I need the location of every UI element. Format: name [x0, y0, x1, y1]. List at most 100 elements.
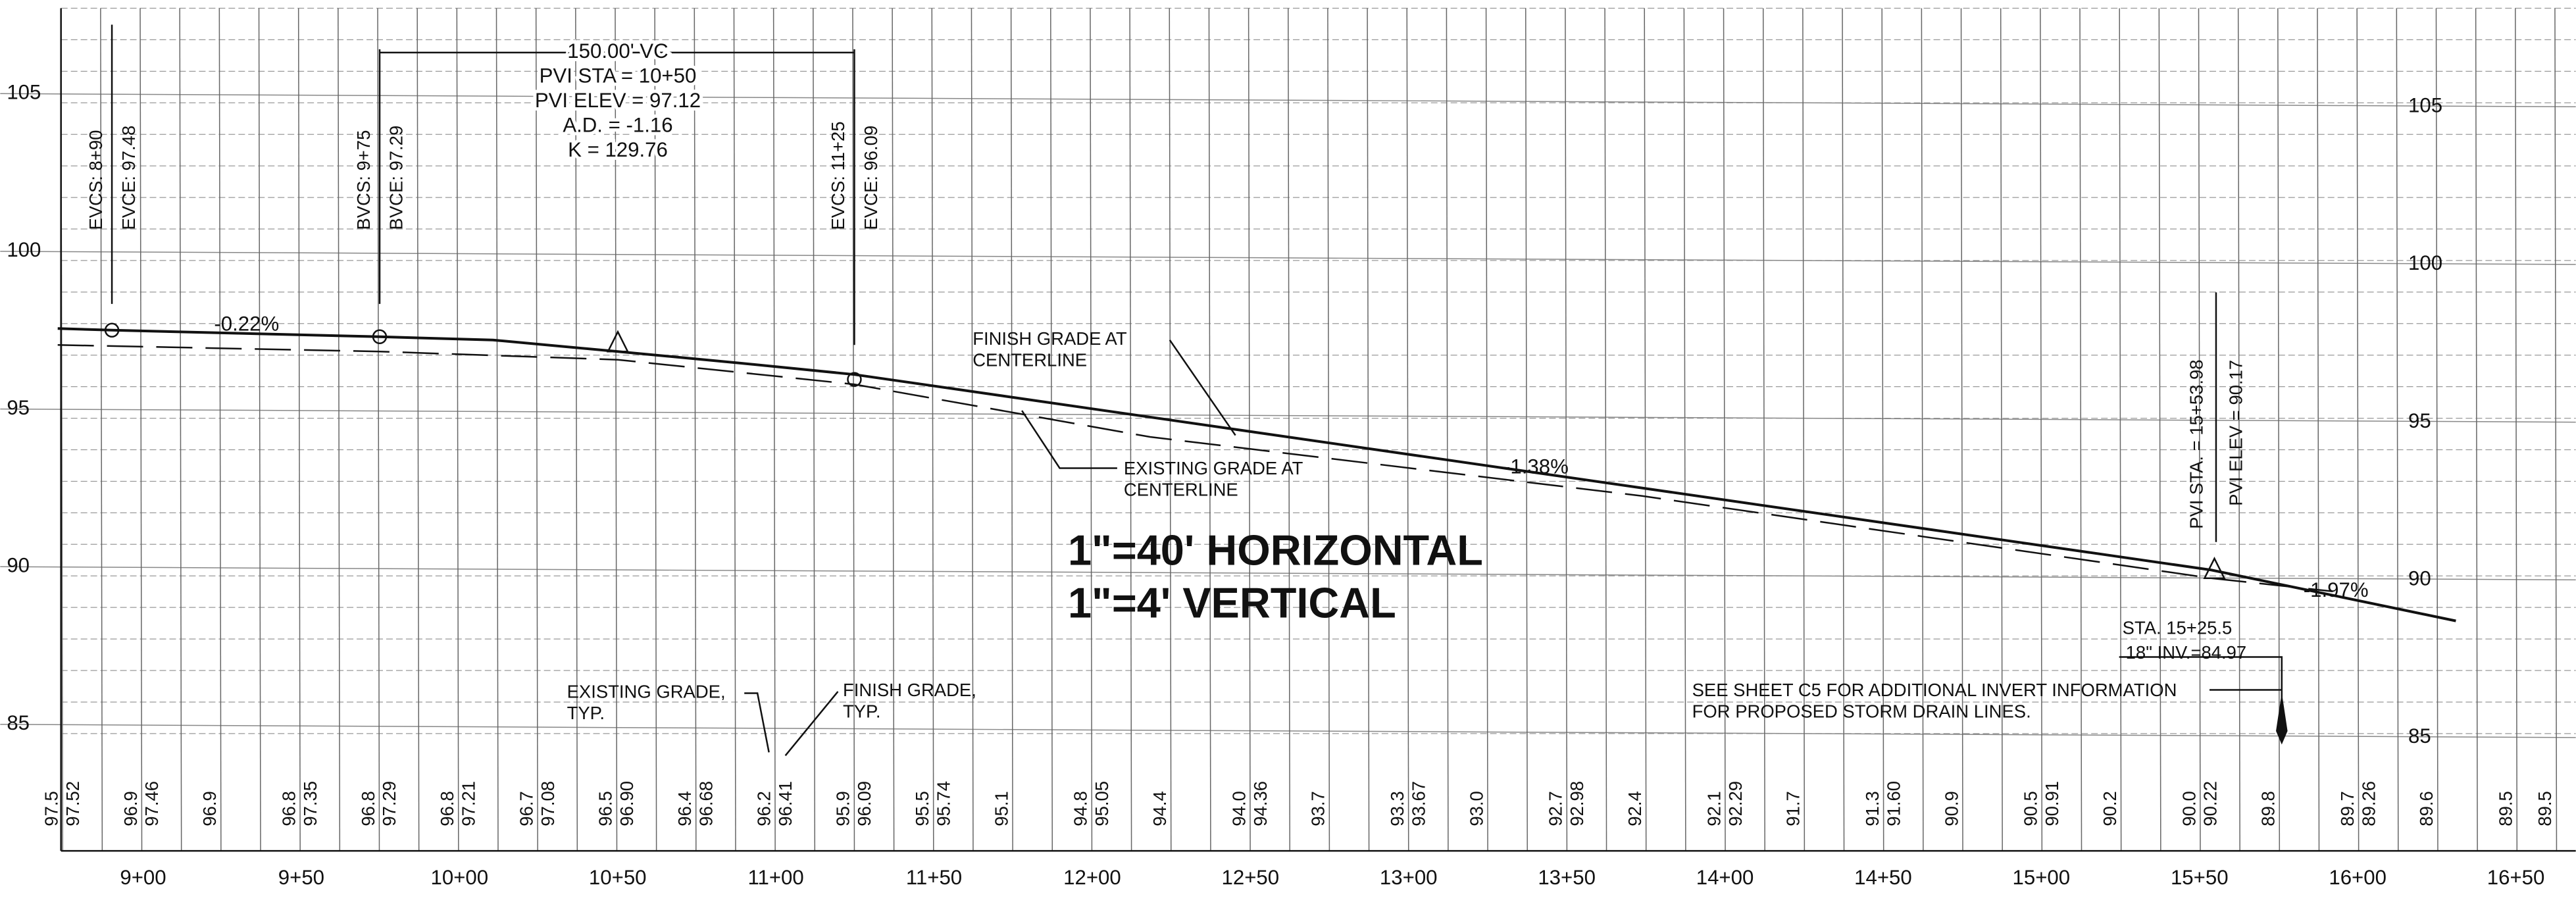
elevation-label: 93.0: [1466, 791, 1486, 826]
evc-marker: [847, 372, 862, 387]
elevation-label: 91.7: [1783, 791, 1804, 826]
elevation-label: 95.9: [833, 791, 853, 826]
elevation-label: 97.52: [63, 781, 83, 826]
bvc-marker: [372, 329, 388, 344]
elevation-label: 93.3: [1387, 791, 1407, 826]
elevation-label: 91.60: [1883, 781, 1904, 826]
elevation-label: 90.9: [1941, 791, 1961, 826]
station-label: 10+50: [589, 866, 647, 889]
station-label: 14+00: [1696, 866, 1754, 889]
curve-station: EVCS: 11+25: [828, 121, 848, 230]
structure-label: 18" INV.=84.97: [2126, 642, 2247, 663]
grid-line: [0, 566, 2576, 580]
elevation-label: 94.0: [1228, 791, 1249, 826]
grid-line: [495, 8, 499, 851]
curve-station: EVCS: 8+90: [86, 130, 106, 230]
elevation-label: 92.4: [1625, 791, 1645, 826]
grid-line: [1802, 8, 1806, 851]
scale-note: 1"=4' VERTICAL: [1068, 578, 1396, 626]
grid-line: [1604, 8, 1607, 851]
right-axis-label: 95: [2408, 409, 2431, 432]
curve-data: PVI ELEV = 97.12: [535, 89, 701, 112]
elevation-label: 96.9: [120, 791, 141, 826]
grid-line: [2396, 8, 2399, 851]
grid-line: [377, 8, 380, 851]
elevation-label: 95.74: [934, 781, 954, 826]
elevation-label: 97.21: [459, 781, 479, 826]
elevation-label: 95.05: [1092, 781, 1112, 826]
elevation-label: 94.4: [1149, 791, 1170, 826]
grid-line: [2435, 8, 2438, 851]
elevation-label: 96.8: [437, 791, 457, 826]
pvi-marker: [606, 330, 629, 353]
pvi-marker: [2203, 556, 2226, 579]
grid-line: [0, 251, 2576, 265]
note: SEE SHEET C5 FOR ADDITIONAL INVERT INFOR…: [1692, 680, 2177, 700]
grid-line: [1881, 8, 1884, 851]
elevation-label: 96.7: [516, 791, 536, 826]
elevation-label: 95.5: [912, 791, 932, 826]
grid-line: [1921, 8, 1924, 851]
elevation-label: 90.91: [2042, 781, 2062, 826]
inlet: [2276, 697, 2288, 745]
station-label: 13+50: [1538, 866, 1596, 889]
elevation-label: 96.5: [595, 791, 616, 826]
right-axis-label: 85: [2408, 724, 2431, 747]
grid-line: [1129, 8, 1132, 851]
grade-label: -1.97%: [2304, 578, 2369, 601]
station-label: 15+50: [2171, 866, 2229, 889]
station-label: 9+00: [120, 866, 166, 889]
grid-line: [417, 8, 420, 851]
grid-line: [2079, 8, 2083, 851]
note: TYP.: [567, 703, 605, 723]
grid-line: [456, 8, 459, 851]
grid-line: [1327, 8, 1330, 851]
grid-line: [1208, 8, 1211, 851]
elevation-label: 96.8: [358, 791, 378, 826]
grid-line: [1842, 8, 1845, 851]
profile-lines: [57, 24, 2456, 757]
grid-line: [1644, 8, 1647, 851]
evc-marker: [104, 322, 120, 338]
grid-line: [971, 8, 974, 851]
grid-line: [139, 8, 143, 851]
elevation-label: 96.90: [617, 781, 637, 826]
grade-label: -1.38%: [1503, 455, 1569, 478]
note: CENTERLINE: [972, 349, 1087, 370]
grid-line: [575, 8, 578, 851]
grid-line: [1565, 8, 1568, 851]
station-label: 14+50: [1854, 866, 1912, 889]
curve-data: 150.00' VC: [567, 39, 668, 63]
elevation-label: 89.26: [2358, 781, 2379, 826]
grid-line: [1367, 8, 1370, 851]
note: FINISH GRADE,: [843, 680, 976, 700]
grid-line: [2317, 8, 2320, 851]
leader: [111, 24, 2217, 542]
elevation-label: 93.67: [1408, 781, 1428, 826]
grid-line: [0, 408, 2576, 423]
elevation-label: 97.08: [538, 781, 558, 826]
elevation-label: 94.36: [1250, 781, 1271, 826]
elevation-label: 97.46: [141, 781, 162, 826]
curve-elevation: EVCE: 96.09: [861, 126, 881, 230]
elevation-label: 92.1: [1704, 791, 1724, 826]
grid-line: [100, 8, 103, 851]
elevation-label: 89.5: [2496, 791, 2516, 826]
station-label: 10+00: [431, 866, 489, 889]
station-label: 11+50: [906, 866, 962, 889]
grid-line: [1683, 8, 1686, 851]
grid-line: [2237, 8, 2240, 851]
note: CENTERLINE: [1124, 480, 1238, 500]
grid-line: [1050, 8, 1053, 851]
elevation-label: 90.0: [2179, 791, 2199, 826]
grid-line: [1762, 8, 1765, 851]
grid-line: [2515, 8, 2518, 851]
right-axis-label: 100: [2408, 251, 2442, 274]
grid-line: [338, 8, 341, 851]
grid-line: [1406, 8, 1409, 851]
grid-line: [1169, 8, 1172, 851]
elevation-label: 95.1: [991, 791, 1011, 826]
grid-line: [2000, 8, 2003, 851]
